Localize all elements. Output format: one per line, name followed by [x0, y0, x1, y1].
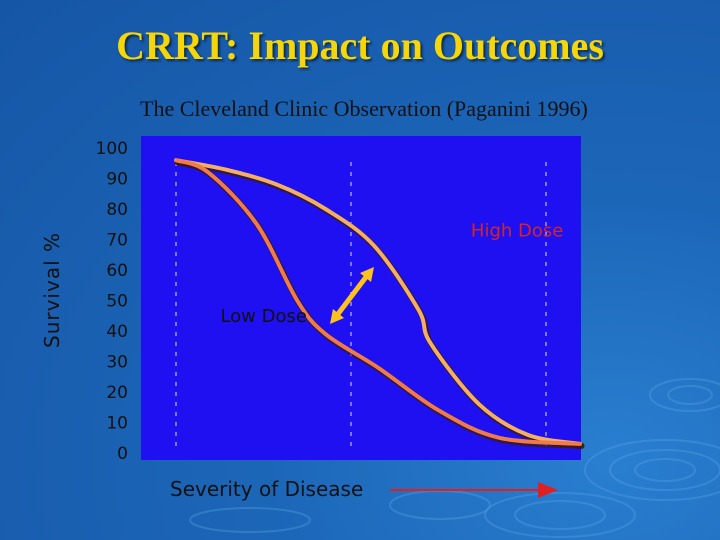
series-group — [174, 158, 585, 449]
y-axis-label: Survival % — [40, 232, 64, 348]
slide-subtitle: The Cleveland Clinic Observation (Pagani… — [140, 96, 588, 121]
low-dose-label: Low Dose — [220, 306, 307, 327]
y-tick-label-70: 70 — [106, 231, 128, 251]
y-tick-label-0: 0 — [117, 444, 128, 464]
slide-title: CRRT: Impact on Outcomes — [116, 23, 604, 68]
y-tick-label-10: 10 — [106, 414, 128, 434]
difference-double-arrow — [330, 267, 374, 324]
series-line-high-dose — [174, 158, 582, 446]
gridlines — [175, 162, 547, 452]
x-axis-label: Severity of Disease — [170, 477, 364, 501]
y-tick-label-20: 20 — [106, 383, 128, 403]
y-tick-label-100: 100 — [96, 139, 128, 159]
y-tick-label-60: 60 — [106, 261, 128, 281]
y-tick-label-90: 90 — [106, 170, 128, 190]
y-tick-label-80: 80 — [106, 200, 128, 220]
y-tick-label-30: 30 — [106, 353, 128, 373]
y-tick-label-40: 40 — [106, 322, 128, 342]
high-dose-label: High Dose — [471, 220, 563, 241]
y-tick-label-50: 50 — [106, 292, 128, 312]
plot-area — [141, 136, 581, 460]
series-line-low-dose — [174, 158, 582, 446]
